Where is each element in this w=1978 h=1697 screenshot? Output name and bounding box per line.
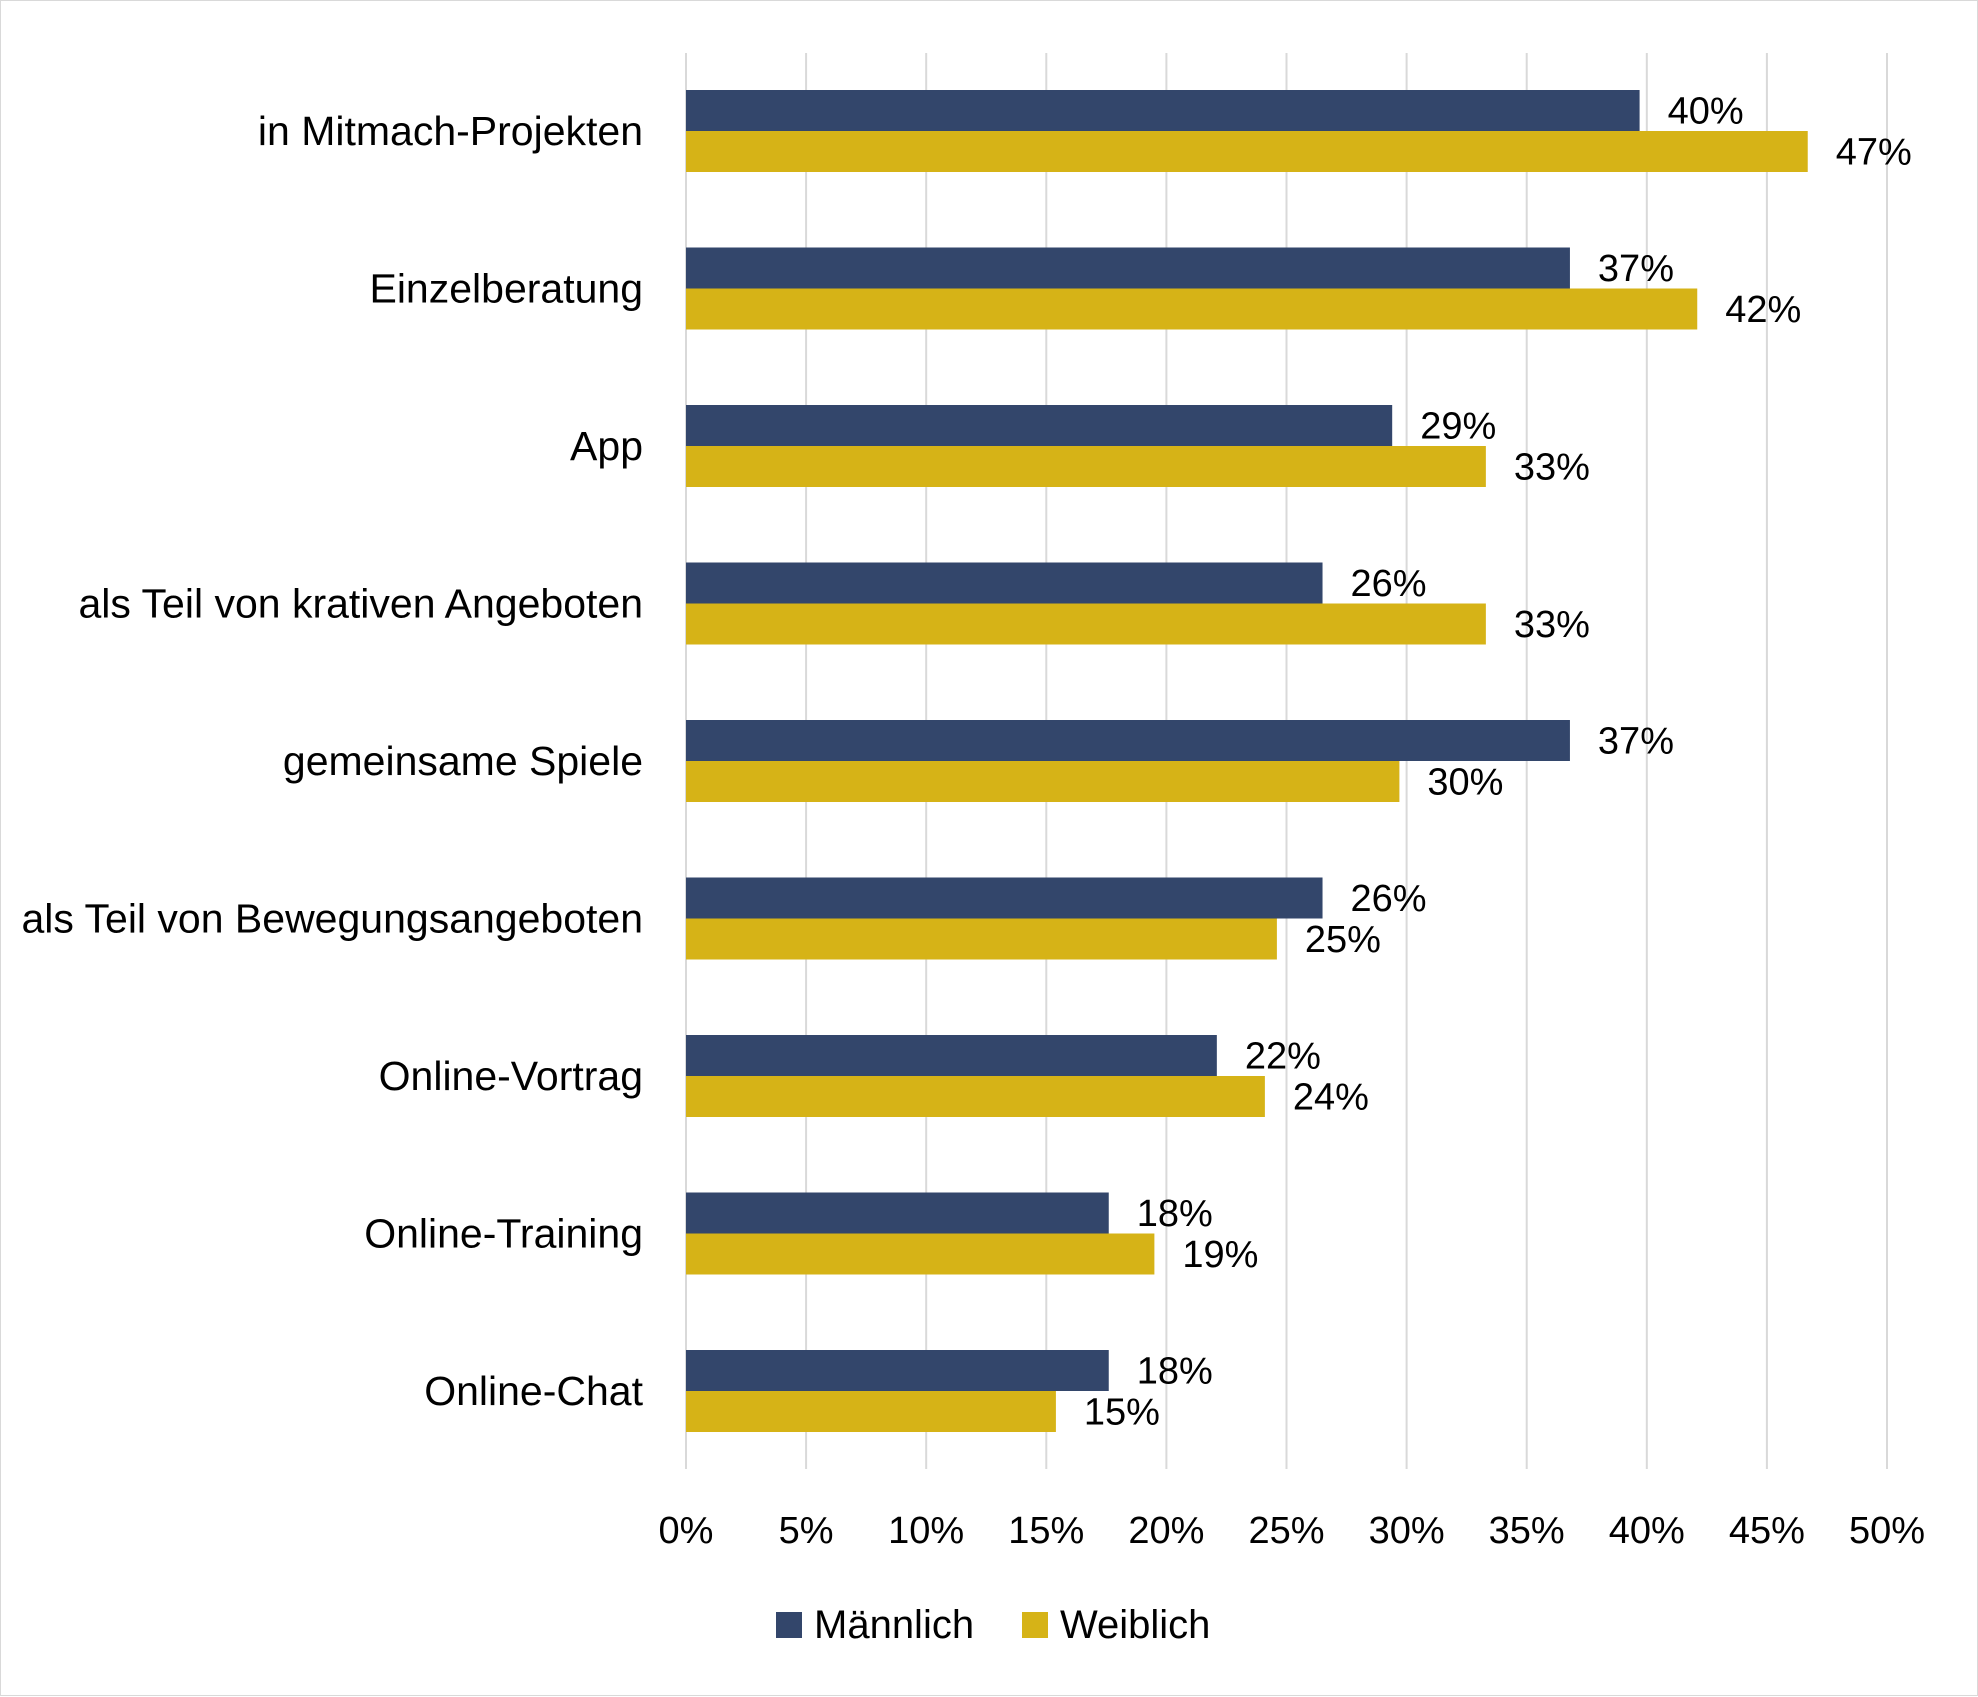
data-label: 26%: [1351, 878, 1427, 920]
x-tick-label: 15%: [1008, 1510, 1084, 1552]
data-label: 30%: [1427, 762, 1503, 804]
bar-maennlich: [686, 877, 1323, 919]
x-tick-label: 30%: [1369, 1510, 1445, 1552]
x-tick-label: 40%: [1609, 1510, 1685, 1552]
data-label: 24%: [1293, 1077, 1369, 1119]
data-label: 22%: [1245, 1036, 1321, 1078]
category-label: Einzelberatung: [369, 266, 643, 312]
x-tick-label: 25%: [1248, 1510, 1324, 1552]
data-label: 33%: [1514, 604, 1590, 646]
category-label: als Teil von Bewegungsangeboten: [21, 896, 643, 942]
data-label: 15%: [1084, 1392, 1160, 1434]
legend-label: Männlich: [814, 1603, 974, 1647]
bar-weiblich: [686, 1076, 1265, 1117]
legend-swatch: [1022, 1612, 1048, 1638]
bar-weiblich: [686, 761, 1400, 802]
category-label: Online-Training: [364, 1211, 643, 1257]
legend-swatch: [776, 1612, 802, 1638]
x-tick-label: 10%: [888, 1510, 964, 1552]
data-label: 37%: [1598, 248, 1674, 290]
x-tick-label: 20%: [1128, 1510, 1204, 1552]
legend: Männlich Weiblich: [776, 1603, 1210, 1647]
bar-maennlich: [686, 1192, 1109, 1234]
category-label: Online-Chat: [424, 1368, 643, 1414]
bar-maennlich: [686, 720, 1570, 761]
category-labels: in Mitmach-Projekten Einzelberatung App als…: [21, 108, 643, 1414]
bar-maennlich: [686, 1035, 1217, 1076]
bar-maennlich: [686, 247, 1570, 289]
bar-weiblich: [686, 1391, 1056, 1432]
data-label: 18%: [1137, 1351, 1213, 1393]
category-label: Online-Vortrag: [379, 1053, 643, 1099]
category-label: als Teil von krativen Angeboten: [78, 581, 643, 627]
bars: [686, 90, 1808, 1432]
bar-maennlich: [686, 405, 1393, 446]
data-label: 25%: [1305, 919, 1381, 961]
legend-label: Weiblich: [1060, 1603, 1210, 1647]
bar-maennlich: [686, 90, 1640, 131]
data-label: 18%: [1137, 1193, 1213, 1235]
bar-weiblich: [686, 603, 1486, 645]
x-tick-label: 50%: [1849, 1510, 1925, 1552]
x-tick-label: 0%: [659, 1510, 714, 1552]
bar-weiblich: [686, 446, 1486, 487]
category-label: in Mitmach-Projekten: [258, 108, 643, 154]
data-label: 26%: [1351, 563, 1427, 605]
data-label: 37%: [1598, 721, 1674, 763]
data-label: 40%: [1668, 91, 1744, 133]
x-tick-label: 35%: [1489, 1510, 1565, 1552]
x-tick-labels: 0% 5% 10% 15% 20% 25% 30% 35% 40% 45% 50%: [659, 1510, 1925, 1552]
data-label: 19%: [1182, 1234, 1258, 1276]
data-label: 47%: [1836, 132, 1912, 174]
data-labels: 40%47%37%42%29%33%26%33%37%30%26%25%22%2…: [1084, 91, 1912, 1434]
bar-weiblich: [686, 1233, 1155, 1275]
bar-weiblich: [686, 918, 1277, 960]
bar-weiblich: [686, 131, 1808, 172]
x-tick-label: 45%: [1729, 1510, 1805, 1552]
category-label: App: [570, 423, 643, 469]
bar-maennlich: [686, 1350, 1109, 1391]
bar-weiblich: [686, 288, 1698, 330]
category-label: gemeinsame Spiele: [283, 738, 643, 784]
bar-maennlich: [686, 562, 1323, 604]
data-label: 33%: [1514, 447, 1590, 489]
x-tick-label: 5%: [779, 1510, 834, 1552]
data-label: 42%: [1725, 289, 1801, 331]
data-label: 29%: [1420, 406, 1496, 448]
